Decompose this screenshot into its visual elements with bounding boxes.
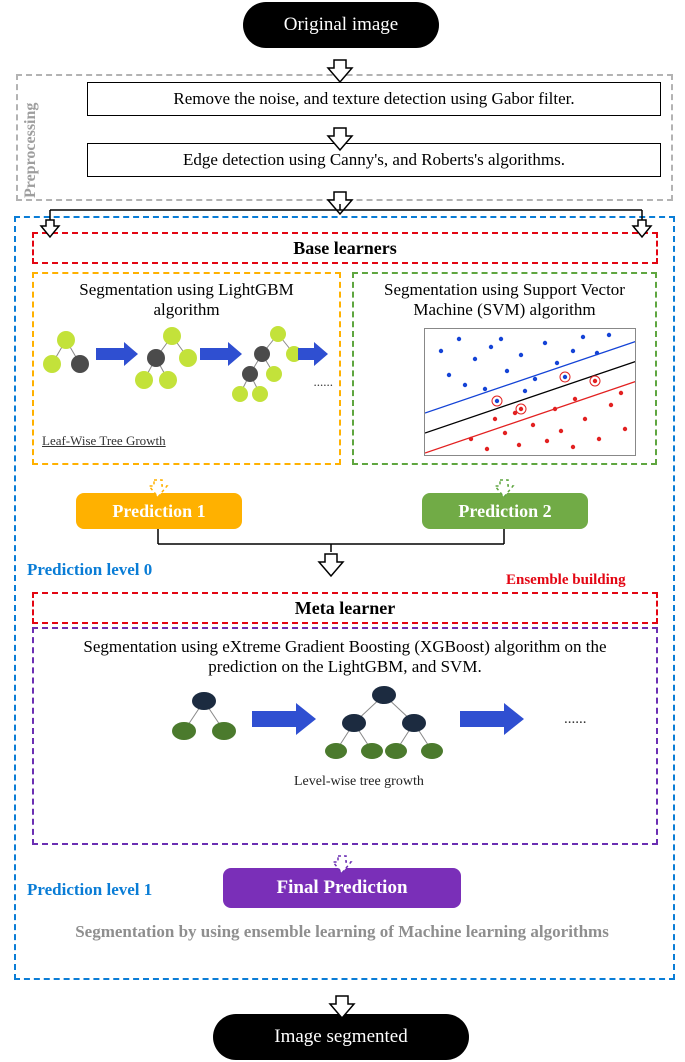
final-prediction-badge: Final Prediction <box>223 868 461 908</box>
svm-box: Segmentation using Support Vector Machin… <box>352 272 657 465</box>
lightgbm-box: Segmentation using LightGBM algorithm <box>32 272 341 465</box>
preprocessing-sidebar: Preprocessing <box>22 82 40 198</box>
start-node: Original image <box>243 2 439 48</box>
base-learners-header: Base learners <box>32 232 658 264</box>
preprocess-step-1: Remove the noise, and texture detection … <box>87 82 661 116</box>
end-node: Image segmented <box>213 1014 469 1060</box>
end-label: Image segmented <box>274 1026 407 1048</box>
preprocess-step-2: Edge detection using Canny's, and Robert… <box>87 143 661 177</box>
start-label: Original image <box>284 14 399 36</box>
prediction-level-1-label: Prediction level 1 <box>27 880 152 900</box>
svg-text:......: ...... <box>564 711 587 727</box>
svg-text:Level-wise tree growth: Level-wise tree growth <box>294 774 424 789</box>
prediction2-text: Prediction 2 <box>458 501 551 522</box>
prediction-2-badge: Prediction 2 <box>422 493 588 529</box>
base-learners-title: Base learners <box>293 238 396 259</box>
meta-body-text: Segmentation using eXtreme Gradient Boos… <box>34 629 656 677</box>
xgboost-tree-diagram: ...... Level-wise tree growth <box>34 677 654 807</box>
lightgbm-caption: Leaf-Wise Tree Growth <box>42 433 166 449</box>
lightgbm-dots: ...... <box>314 374 334 390</box>
svm-scatter-plot <box>424 328 636 456</box>
svm-title: Segmentation using Support Vector Machin… <box>354 274 655 320</box>
ensemble-building-label: Ensemble building <box>506 572 626 589</box>
footer-note: Segmentation by using ensemble learning … <box>62 922 622 942</box>
prediction-level-0-label: Prediction level 0 <box>27 560 152 580</box>
meta-learner-header: Meta learner <box>32 592 658 624</box>
preprocess-step1-text: Remove the noise, and texture detection … <box>173 89 574 109</box>
meta-learner-title: Meta learner <box>295 598 395 619</box>
prediction-1-badge: Prediction 1 <box>76 493 242 529</box>
final-prediction-text: Final Prediction <box>276 877 407 899</box>
prediction1-text: Prediction 1 <box>112 501 205 522</box>
meta-learner-box: Segmentation using eXtreme Gradient Boos… <box>32 627 658 845</box>
lightgbm-title: Segmentation using LightGBM algorithm <box>34 274 339 320</box>
lightgbm-tree-diagram <box>34 320 334 450</box>
preprocess-step2-text: Edge detection using Canny's, and Robert… <box>183 150 565 170</box>
